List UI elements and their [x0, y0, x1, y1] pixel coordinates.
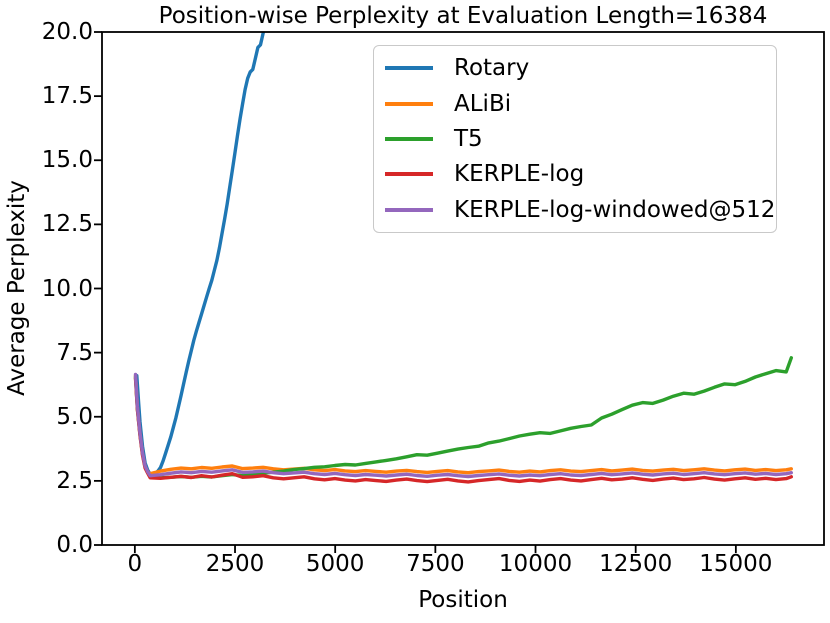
legend-label: ALiBi — [454, 90, 512, 117]
kerple-log-windowed-line-swatch — [385, 207, 433, 212]
alibi-line-swatch — [385, 101, 433, 106]
legend-label: T5 — [454, 125, 483, 152]
t5-line-swatch — [385, 136, 433, 141]
legend-label: Rotary — [454, 55, 530, 82]
legend-item-kerple-log-windowed: KERPLE-log-windowed@512 — [374, 194, 776, 226]
x-tick-label: 10000 — [498, 551, 573, 577]
x-tick-label: 7500 — [406, 551, 465, 577]
legend-item-alibi: ALiBi — [374, 88, 776, 120]
x-tick-label: 15000 — [699, 551, 773, 577]
x-tick-label: 5000 — [305, 551, 365, 577]
legend-label: KERPLE-log-windowed@512 — [454, 196, 776, 223]
y-tick-label: 17.5 — [41, 83, 93, 110]
series-line-alibi — [133, 374, 793, 476]
y-tick-label: 15.0 — [41, 147, 93, 174]
x-tick-label: 0 — [127, 551, 143, 577]
series-line-t5 — [133, 356, 793, 480]
y-tick-label: 7.5 — [56, 339, 93, 366]
legend-item-kerple-log: KERPLE-log — [374, 158, 776, 190]
x-tick-label: 2500 — [205, 551, 265, 577]
y-tick-label: 12.5 — [41, 211, 93, 238]
series-line-rotary — [135, 32, 266, 477]
legend-label: KERPLE-log — [454, 161, 585, 188]
series-line-kerple-log-windowed-512 — [133, 372, 793, 479]
y-tick-label: 2.5 — [56, 467, 93, 494]
y-tick-label: 10.0 — [41, 275, 93, 302]
series-line-kerple-log — [133, 376, 793, 484]
rotary-line-swatch — [385, 66, 433, 71]
x-tick-label: 12500 — [599, 551, 673, 577]
y-tick-label: 0.0 — [56, 532, 93, 558]
legend: Rotary ALiBi T5 KERPLE-log KERPLE-log-wi… — [373, 45, 777, 233]
y-tick-label: 20.0 — [41, 19, 93, 45]
legend-item-rotary: Rotary — [374, 52, 776, 84]
legend-item-t5: T5 — [374, 123, 776, 155]
kerple-log-line-swatch — [385, 172, 433, 177]
y-tick-label: 5.0 — [56, 403, 93, 430]
x-axis-label: Position — [418, 587, 508, 613]
chart-title: Position-wise Perplexity at Evaluation L… — [158, 3, 768, 29]
